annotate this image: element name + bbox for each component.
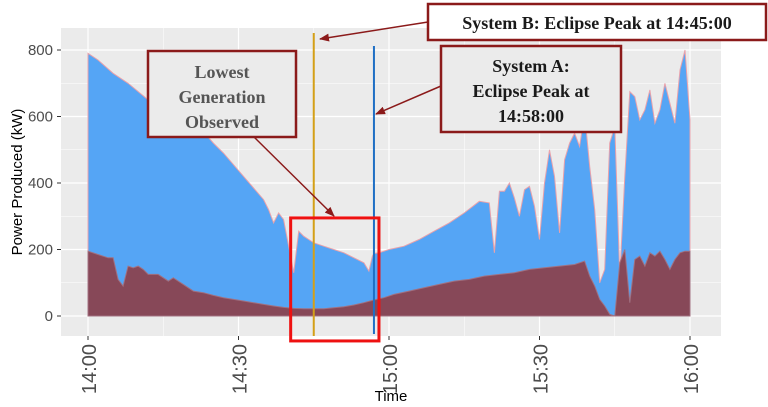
eclipse-peak-lines <box>312 33 375 336</box>
system-a-annotation-line: 14:58:00 <box>498 106 564 126</box>
area-series <box>87 49 691 317</box>
system-a-area <box>87 49 691 317</box>
lowest-annotation-line: Generation <box>179 87 266 107</box>
y-tick-label: 400 <box>28 175 53 192</box>
system-a-annotation-box <box>439 44 623 134</box>
x-tick-label: 14:30 <box>230 344 252 394</box>
y-tick-label: 200 <box>28 242 53 259</box>
y-axis-ticks: 0 200 400 600 800 <box>28 42 61 325</box>
system-a-arrow <box>375 85 442 115</box>
y-tick-label: 0 <box>45 308 53 325</box>
system-b-annotation-box <box>426 2 768 42</box>
lowest-annotation-line: Lowest <box>195 62 250 82</box>
x-axis-title: Time <box>375 388 408 405</box>
y-tick-label: 600 <box>28 109 53 126</box>
x-tick-label: 14:00 <box>79 344 101 394</box>
system-b-area <box>87 249 691 317</box>
x-axis-ticks: 14:00 14:30 15:00 15:30 16:00 <box>79 336 703 394</box>
y-tick-label: 800 <box>28 42 53 59</box>
annotations: System B: Eclipse Peak at 14:45:00 System… <box>146 2 768 343</box>
y-axis-title: Power Produced (kW) <box>9 109 26 256</box>
x-tick-label: 15:00 <box>380 344 402 394</box>
system-b-annotation-text: System B: Eclipse Peak at 14:45:00 <box>462 13 731 33</box>
highlight-box <box>289 216 381 343</box>
system-b-arrow <box>319 21 429 42</box>
system-a-annotation-line: System A: <box>492 56 570 76</box>
x-tick-label: 16:00 <box>681 344 703 394</box>
lowest-annotation-line: Observed <box>185 112 259 132</box>
x-tick-label: 15:30 <box>531 344 553 394</box>
lowest-arrow <box>253 136 335 217</box>
system-a-annotation-line: Eclipse Peak at <box>473 81 590 101</box>
lowest-annotation-box <box>146 49 298 139</box>
